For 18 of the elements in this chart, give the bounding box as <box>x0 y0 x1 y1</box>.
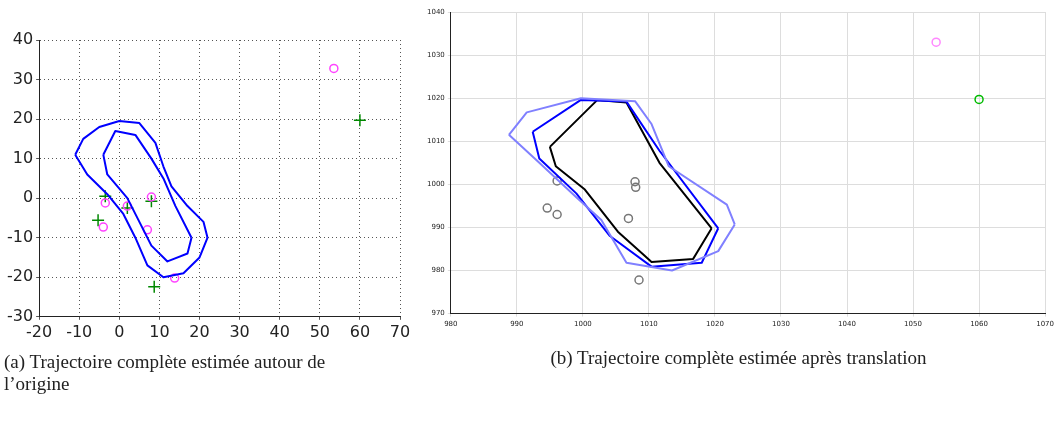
x-tick-label: 40 <box>269 321 290 341</box>
y-tick-label: 30 <box>12 68 34 88</box>
y-tick-label: 0 <box>22 187 34 207</box>
x-tick-label: 0 <box>114 321 125 341</box>
y-tick-label: -10 <box>6 226 34 246</box>
x-tick-label: 10 <box>149 321 170 341</box>
x-tick-label: 30 <box>229 321 250 341</box>
x-tick-label: 60 <box>349 321 371 341</box>
x-tick-label: 70 <box>389 321 411 341</box>
x-tick-label: 20 <box>189 321 210 341</box>
y-tick-label: 40 <box>12 29 34 49</box>
text: (b) Trajectoire complète estimée après translation <box>549 347 928 369</box>
y-tick-label: 10 <box>12 147 34 167</box>
text: (a) Trajectoire complète estimée autour de l’origine <box>3 351 327 395</box>
y-tick-label: 20 <box>12 108 34 128</box>
x-tick-label: -10 <box>66 321 93 341</box>
x-tick-label: 50 <box>309 321 330 341</box>
y-tick-label: -20 <box>6 266 34 286</box>
